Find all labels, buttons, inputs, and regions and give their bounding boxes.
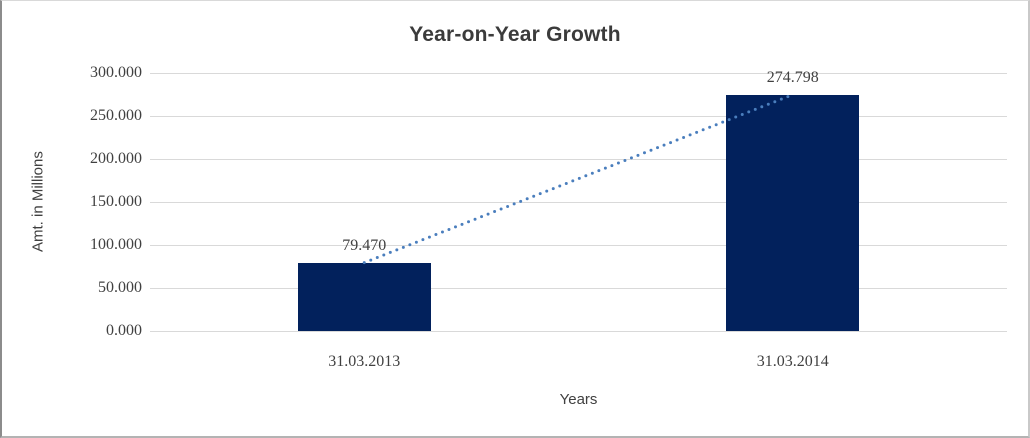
chart-title: Year-on-Year Growth bbox=[409, 23, 621, 46]
y-tick-label: 200.000 bbox=[90, 150, 142, 167]
bar-31.03.2013 bbox=[297, 262, 431, 331]
gridline bbox=[150, 201, 1007, 203]
y-tick-label: 50.000 bbox=[98, 279, 142, 296]
bar-value-label: 79.470 bbox=[342, 236, 387, 254]
bar-31.03.2014 bbox=[726, 94, 860, 331]
plot-area bbox=[150, 72, 1007, 332]
gridline bbox=[150, 115, 1007, 117]
gridline bbox=[150, 244, 1007, 246]
gridline bbox=[150, 158, 1007, 160]
gridline bbox=[150, 330, 1007, 332]
x-axis-title: Years bbox=[559, 391, 598, 408]
y-tick-label: 0.000 bbox=[106, 322, 142, 339]
x-tick-label: 31.03.2013 bbox=[328, 353, 401, 370]
y-tick-label: 150.000 bbox=[90, 193, 142, 210]
x-tick-label: 31.03.2014 bbox=[756, 353, 829, 370]
gridline bbox=[150, 287, 1007, 289]
gridline bbox=[150, 72, 1007, 74]
bar-value-label: 274.798 bbox=[766, 68, 819, 86]
y-tick-label: 250.000 bbox=[90, 107, 142, 124]
y-tick-label: 100.000 bbox=[90, 236, 142, 253]
y-tick-label: 300.000 bbox=[90, 64, 142, 81]
